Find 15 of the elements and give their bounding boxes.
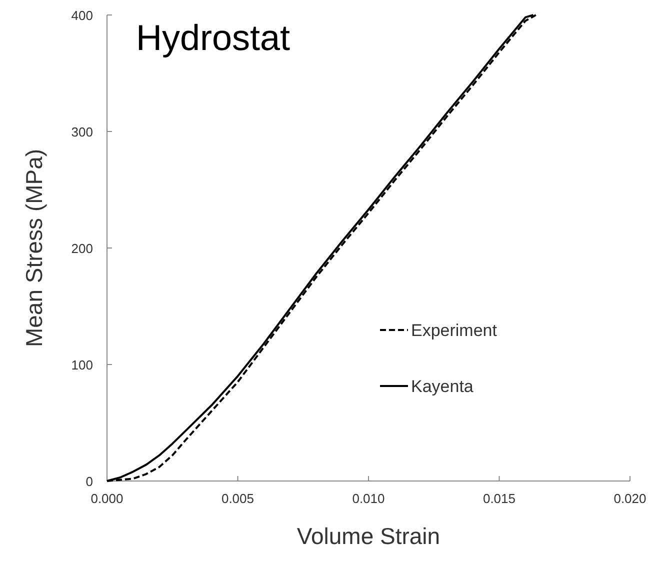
x-axis-title: Volume Strain [296,523,440,549]
x-tick-label: 0.010 [352,491,385,506]
x-tick-label: 0.020 [614,491,646,506]
chart-title: Hydrostat [136,17,290,58]
legend-label: Experiment [411,321,498,340]
y-tick-label: 100 [71,358,93,372]
y-tick-label: 0 [86,474,93,489]
y-tick-label: 400 [71,8,93,23]
x-tick-label: 0.015 [482,491,516,506]
legend-label: Kayenta [411,377,474,396]
x-tick-label: 0.005 [221,491,254,506]
x-tick-label: 0.000 [90,491,124,506]
y-tick-label: 300 [71,124,93,140]
y-tick-label: 200 [71,241,93,256]
y-axis-title: Mean Stress (MPa) [21,148,47,348]
